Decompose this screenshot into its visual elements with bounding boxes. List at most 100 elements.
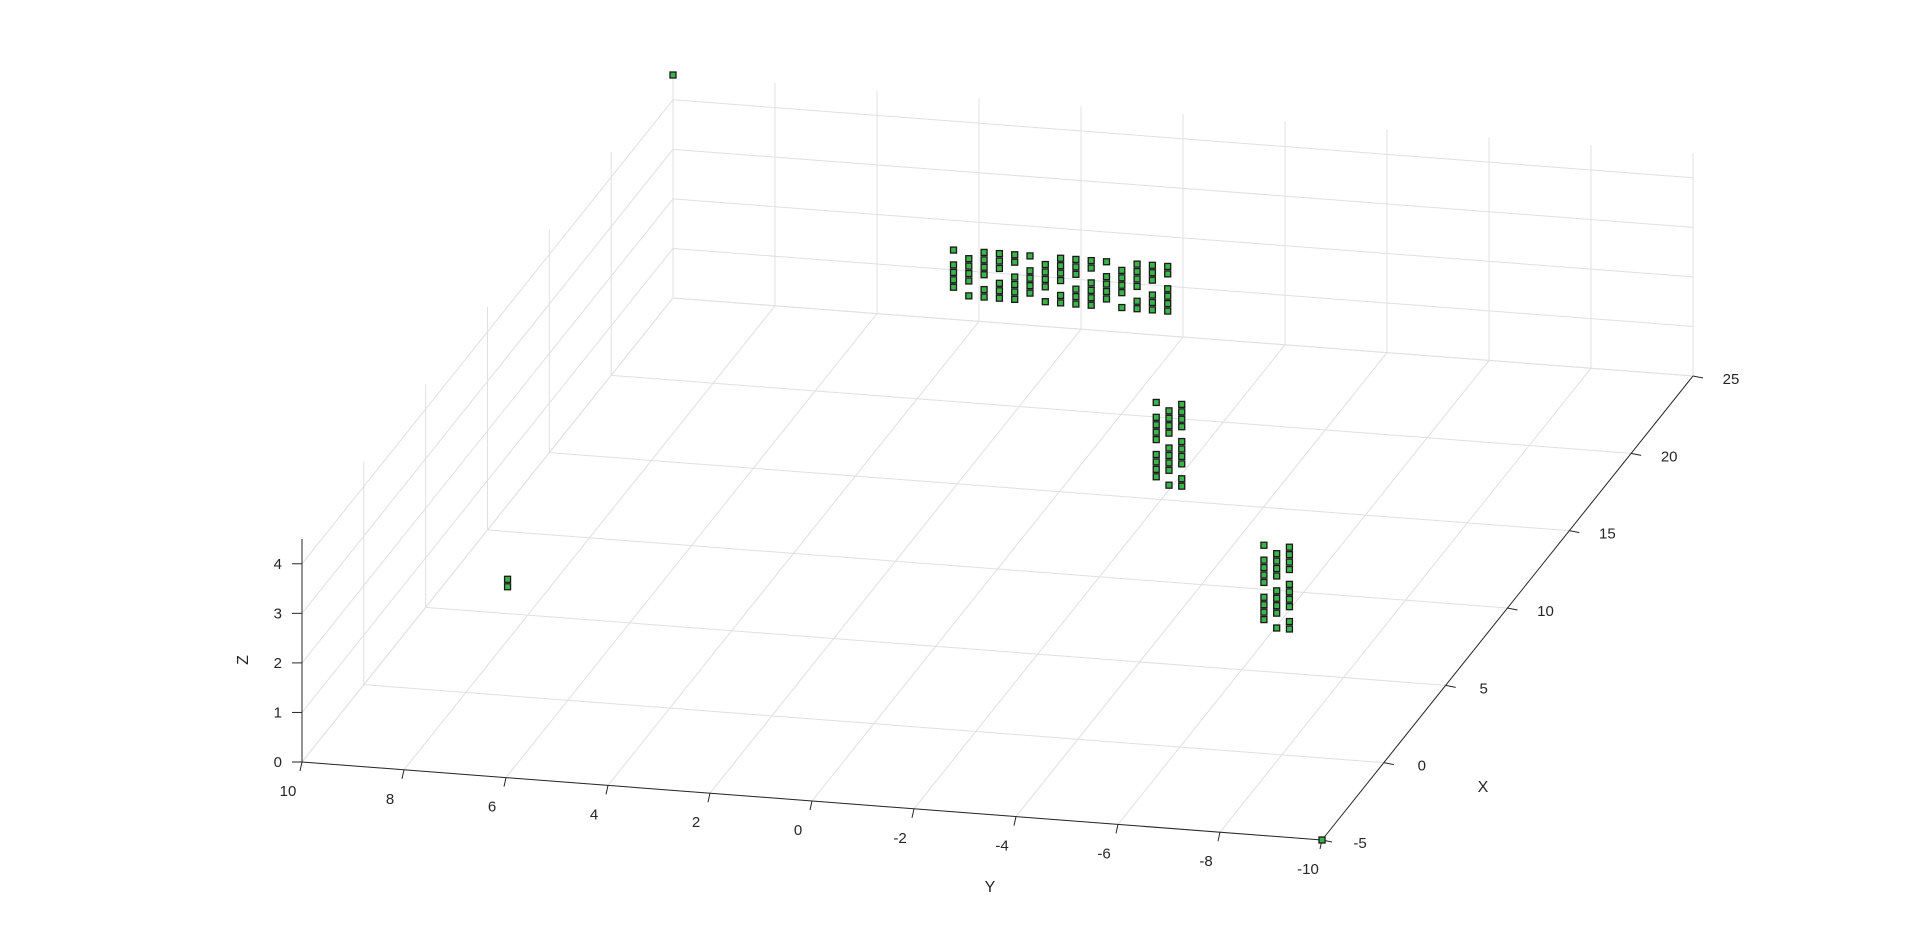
data-point [980,293,988,301]
data-point [1165,429,1173,437]
y-axis-label: Y [985,879,996,896]
y-tick-label: 4 [590,806,598,823]
data-point [949,283,958,291]
floor-grid-line [1015,352,1388,817]
z-tick-label: 1 [274,704,282,721]
data-point [1072,285,1080,293]
data-points [503,71,1326,844]
data-point [1178,408,1186,416]
data-point [669,71,677,79]
y-tick-label: 2 [692,814,700,831]
z-tick-label: 0 [274,754,282,771]
data-point [1165,481,1173,489]
floor-grid-line [505,313,878,778]
y-tick [605,785,609,795]
floor-grid-line [913,344,1286,810]
data-point [1178,452,1186,461]
data-point [1087,264,1095,272]
data-point [1041,275,1049,284]
data-point [995,287,1004,295]
data-point [1118,289,1126,297]
y-tick-label: -6 [1097,845,1110,862]
data-point [949,246,958,254]
data-point [1011,273,1019,281]
y-tick-label: 6 [488,799,496,816]
data-point [503,583,512,591]
data-point [1273,587,1281,595]
data-point [1178,415,1186,423]
data-point [1072,292,1080,301]
data-point [1165,444,1173,452]
data-point [1011,280,1019,289]
z-axis-label: Z [235,655,252,665]
data-point [995,249,1004,258]
floor-grid-line [607,321,980,786]
data-point [1133,267,1141,276]
data-point [1260,556,1268,564]
data-point [1118,266,1126,275]
data-point [1041,298,1049,306]
data-point [1148,269,1157,277]
data-point [1273,564,1281,573]
data-point [1165,414,1173,422]
axes [292,375,1704,850]
data-point [1285,625,1294,633]
data-point [1178,445,1186,453]
data-point [1102,287,1111,296]
data-point [1087,301,1095,309]
data-point [1165,422,1173,430]
x-tick [1445,684,1456,688]
data-point [1285,588,1294,596]
data-point [1152,450,1160,459]
data-point [1260,578,1268,587]
data-point [1285,565,1294,574]
floor-grid-line [403,305,776,771]
z-tick-label: 2 [274,655,282,672]
data-point [1087,294,1095,302]
x-axis-label: X [1478,779,1489,796]
data-point [965,292,973,300]
data-point [1056,254,1065,262]
data-point [1041,283,1049,291]
floor-grid-line [811,336,1184,802]
data-point [1164,270,1172,278]
data-point [1026,282,1034,290]
data-point [1273,572,1281,580]
data-point [1011,288,1019,296]
x-tick-label: 15 [1599,526,1616,543]
y-tick [299,761,303,772]
data-point [1087,279,1095,287]
x-tick-label: 20 [1661,448,1678,465]
data-point [1152,473,1160,481]
data-point [995,257,1004,265]
data-point [1164,292,1172,300]
data-point [980,256,988,264]
data-point [1133,297,1141,305]
data-point [1165,451,1173,460]
data-point [1152,458,1160,466]
data-point [1152,398,1160,407]
y-tick [503,777,507,787]
data-point [965,255,973,263]
x-tick [1692,375,1704,379]
wall-grid-line [672,148,1694,228]
data-point [949,268,958,277]
data-point [1026,267,1034,275]
data-point [1273,624,1281,632]
data-point [503,575,512,583]
y-tick-label: -10 [1297,861,1319,878]
x-tick-label: 10 [1537,603,1554,620]
data-point [980,285,988,294]
y-tick [1217,832,1221,842]
z-tick-label: 4 [274,556,282,573]
data-point [1118,303,1126,312]
data-point [1318,836,1326,844]
data-point [1087,286,1095,294]
data-point [1041,260,1049,269]
data-point [1273,557,1281,565]
y-tick-label: -8 [1199,853,1212,870]
wall-grid-line [301,99,674,565]
data-point [1285,543,1294,551]
